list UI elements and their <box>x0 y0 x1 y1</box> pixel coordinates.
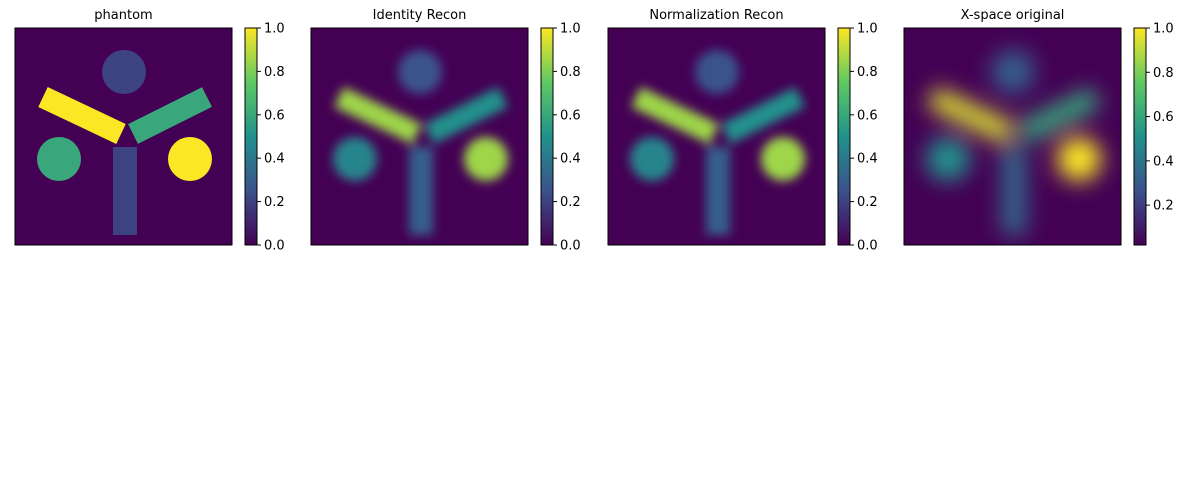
colorbar-tick-label: 0.2 <box>560 195 581 210</box>
colorbar-tick-label: 1.0 <box>1153 22 1174 37</box>
image-frame <box>310 27 529 246</box>
panel-title: Identity Recon <box>373 8 467 23</box>
panel-3: Normalization Recon 0.0 0.2 0.4 0.6 0.8 1.0 <box>607 8 878 254</box>
top-disk <box>991 50 1035 94</box>
right-disk <box>168 137 212 181</box>
colorbar-tick-label: 0.4 <box>857 152 878 167</box>
colorbar-tick-label: 0.0 <box>264 239 285 254</box>
colorbar-tick-label: 0.0 <box>560 239 581 254</box>
right-arm <box>424 87 508 144</box>
colorbar-tick-label: 0.4 <box>560 152 581 167</box>
image-frame <box>903 27 1122 246</box>
top-disk <box>695 50 739 94</box>
colorbar-frame <box>540 27 554 246</box>
colorbar-tick-label: 1.0 <box>264 22 285 37</box>
colorbar-frame <box>244 27 258 246</box>
left-disk <box>333 137 377 181</box>
panel-1: phantom 0.0 0.2 0.4 0.6 0.8 1.0 <box>14 8 285 254</box>
colorbar: 0.2 0.4 0.6 0.8 1.0 <box>1133 22 1174 246</box>
colorbar: 0.0 0.2 0.4 0.6 0.8 1.0 <box>540 22 581 254</box>
colorbar-tick-label: 0.2 <box>1153 199 1174 214</box>
left-disk <box>926 137 970 181</box>
colorbar-tick-label: 0.8 <box>560 65 581 80</box>
colorbar-tick-label: 0.8 <box>1153 66 1174 81</box>
colorbar-tick-label: 0.8 <box>264 65 285 80</box>
colorbar-gradient <box>245 28 257 245</box>
right-arm <box>128 87 212 144</box>
colorbar-frame <box>1133 27 1147 246</box>
right-disk <box>761 137 805 181</box>
heatmap-image <box>311 28 528 245</box>
colorbar-tick-label: 1.0 <box>857 22 878 37</box>
colorbar-tick-label: 0.8 <box>857 65 878 80</box>
stem <box>1002 147 1026 235</box>
panel-2: Identity Recon 0.0 0.2 0.4 0.6 0.8 1.0 <box>310 8 581 254</box>
right-disk <box>1057 137 1101 181</box>
image-frame <box>607 27 826 246</box>
colorbar-tick-label: 0.4 <box>1153 154 1174 169</box>
colorbar-tick-label: 1.0 <box>560 22 581 37</box>
stem <box>113 147 137 235</box>
top-disk <box>398 50 442 94</box>
right-arm <box>721 87 805 144</box>
left-arm <box>927 87 1015 144</box>
image-frame <box>14 27 233 246</box>
colorbar-gradient <box>541 28 553 245</box>
left-disk <box>37 137 81 181</box>
colorbar-tick-label: 0.4 <box>264 152 285 167</box>
stem <box>409 147 433 235</box>
panel-title: Normalization Recon <box>649 8 783 23</box>
left-arm <box>334 87 422 144</box>
colorbar-tick-label: 0.2 <box>857 195 878 210</box>
heatmap-image <box>608 28 825 245</box>
right-disk <box>464 137 508 181</box>
colorbar-tick-label: 0.0 <box>857 239 878 254</box>
left-arm <box>38 87 126 144</box>
colorbar: 0.0 0.2 0.4 0.6 0.8 1.0 <box>837 22 878 254</box>
colorbar-gradient <box>838 28 850 245</box>
colorbar: 0.0 0.2 0.4 0.6 0.8 1.0 <box>244 22 285 254</box>
colorbar-tick-label: 0.6 <box>264 108 285 123</box>
colorbar-tick-label: 0.6 <box>560 108 581 123</box>
panel-4: X-space original 0.2 0.4 0.6 0.8 1.0 <box>903 8 1174 246</box>
heatmap-image <box>904 28 1121 245</box>
colorbar-frame <box>837 27 851 246</box>
top-disk <box>102 50 146 94</box>
heatmap-image <box>15 28 232 245</box>
stem <box>706 147 730 235</box>
panel-title: phantom <box>94 8 152 23</box>
left-arm <box>631 87 719 144</box>
colorbar-tick-label: 0.2 <box>264 195 285 210</box>
colorbar-gradient <box>1134 28 1146 245</box>
colorbar-tick-label: 0.6 <box>857 108 878 123</box>
right-arm <box>1017 87 1101 144</box>
left-disk <box>630 137 674 181</box>
colorbar-tick-label: 0.6 <box>1153 110 1174 125</box>
panel-title: X-space original <box>961 8 1065 23</box>
